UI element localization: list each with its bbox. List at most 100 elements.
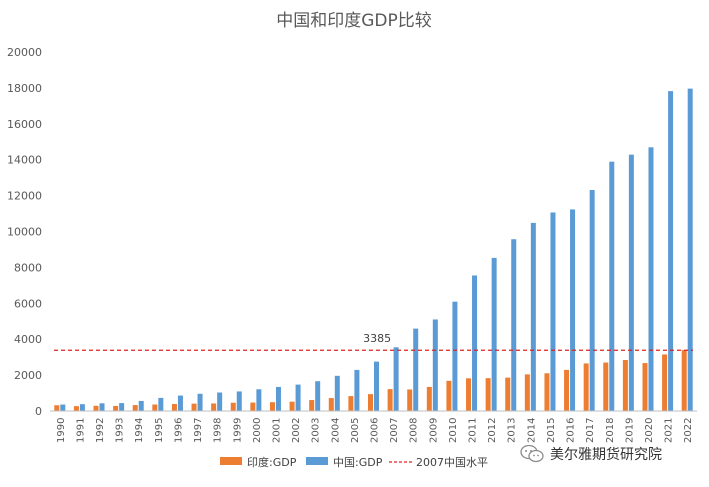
reference-line-label: 3385: [363, 332, 391, 345]
bar-china: [374, 361, 379, 411]
bar-china: [687, 88, 693, 412]
bar-china: [393, 347, 399, 411]
watermark: 美尔雅期货研究院: [520, 444, 662, 464]
bar-india: [583, 363, 589, 411]
bar-india: [387, 389, 393, 411]
x-tick-label: 1994: [134, 418, 145, 443]
x-tick-label: 1992: [95, 418, 106, 443]
y-tick-label: 18000: [7, 82, 42, 95]
bar-india: [466, 378, 472, 411]
bar-india: [132, 405, 138, 411]
y-tick-label: 0: [35, 405, 42, 418]
x-tick-label: 2002: [291, 418, 302, 443]
y-tick-label: 6000: [14, 297, 42, 310]
y-tick-label: 10000: [7, 226, 42, 239]
bar-china: [472, 275, 478, 411]
bar-india: [368, 394, 373, 411]
bar-india: [622, 360, 628, 411]
legend-swatch-china: [306, 457, 328, 465]
bar-china: [295, 384, 301, 411]
bar-china: [256, 389, 262, 411]
bar-china: [99, 403, 105, 411]
chart-title: 中国和印度GDP比较: [276, 11, 432, 31]
y-tick-label: 2000: [14, 369, 42, 382]
bar-india: [250, 402, 256, 411]
x-tick-label: 2015: [546, 418, 557, 443]
bar-china: [491, 257, 497, 411]
x-tick-label: 2003: [311, 418, 322, 443]
bar-india: [544, 373, 550, 411]
bar-china: [354, 369, 360, 411]
bar-india: [564, 369, 570, 411]
bar-china: [334, 375, 340, 411]
bar-china: [648, 147, 654, 411]
x-tick-label: 2007: [389, 418, 400, 443]
bar-china: [236, 391, 242, 411]
bar-india: [191, 403, 197, 411]
bar-india: [505, 377, 511, 411]
legend-swatch-india: [220, 457, 242, 465]
bar-china: [275, 386, 281, 411]
bars-group: [54, 88, 693, 412]
x-tick-label: 2011: [468, 418, 479, 443]
bar-india: [681, 350, 687, 411]
x-tick-label: 2022: [683, 418, 694, 443]
bar-india: [230, 402, 236, 411]
bar-india: [113, 405, 119, 411]
bar-india: [348, 396, 354, 411]
x-tick-label: 1990: [56, 418, 67, 443]
y-tick-label: 14000: [7, 154, 42, 167]
bar-china: [668, 91, 674, 412]
bar-china: [138, 400, 144, 411]
x-tick-label: 1998: [213, 418, 224, 443]
y-tick-label: 16000: [7, 118, 42, 131]
bar-china: [550, 212, 556, 411]
legend-label-reference: 2007中国水平: [416, 456, 488, 469]
bar-india: [642, 363, 648, 411]
legend-label-china: 中国:GDP: [333, 456, 383, 469]
bar-china: [197, 393, 203, 411]
bar-india: [73, 406, 79, 411]
bar-india: [446, 380, 452, 411]
x-tick-label: 1999: [232, 418, 243, 443]
reference-line-group: 3385: [54, 332, 693, 351]
bar-china: [628, 154, 634, 411]
bar-india: [171, 403, 177, 411]
bar-china: [432, 319, 438, 411]
bar-china: [511, 239, 517, 411]
y-tick-label: 8000: [14, 261, 42, 274]
wechat-icon: [520, 445, 544, 463]
bar-india: [328, 398, 334, 411]
x-tick-label: 2020: [644, 418, 655, 443]
x-tick-label: 2021: [664, 418, 675, 443]
x-tick-label: 2005: [350, 418, 361, 443]
x-tick-label: 1993: [115, 418, 126, 443]
x-tick-label: 2010: [448, 418, 459, 443]
bar-india: [485, 378, 491, 411]
x-tick-label: 1997: [193, 418, 204, 443]
legend: 印度:GDP 中国:GDP 2007中国水平: [220, 455, 488, 469]
bar-china: [609, 161, 615, 411]
x-tick-label: 2012: [487, 418, 498, 443]
bar-india: [426, 386, 432, 411]
bar-china: [315, 381, 321, 411]
bar-china: [217, 392, 223, 411]
x-tick-label: 2018: [605, 418, 616, 443]
watermark-text: 美尔雅期货研究院: [550, 447, 662, 463]
bar-china: [119, 403, 125, 411]
x-tick-label: 1996: [173, 418, 184, 443]
bar-india: [269, 402, 275, 411]
bar-india: [152, 404, 158, 411]
bar-china: [530, 222, 536, 411]
legend-label-india: 印度:GDP: [247, 455, 297, 469]
x-tick-label: 2004: [330, 418, 341, 443]
bar-china: [413, 328, 419, 411]
y-tick-label: 20000: [7, 46, 42, 59]
y-tick-label: 12000: [7, 190, 42, 203]
bar-china: [79, 404, 85, 411]
x-tick-label: 2001: [271, 418, 282, 443]
bar-india: [603, 362, 609, 411]
x-tick-label: 2009: [428, 418, 439, 443]
bar-china: [177, 395, 183, 411]
